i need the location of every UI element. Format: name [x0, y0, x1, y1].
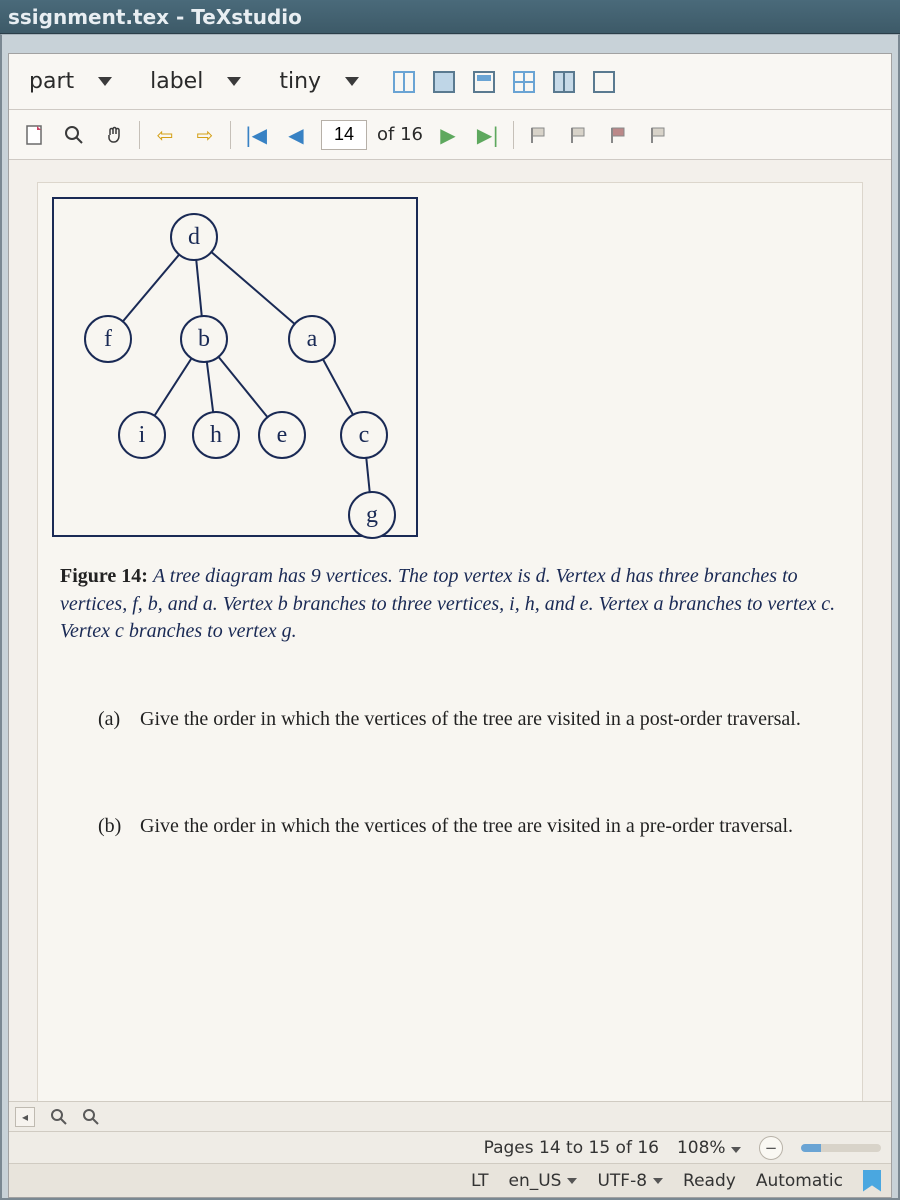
- tree-node-b: b: [180, 315, 228, 363]
- question-a-label: (a): [98, 706, 140, 733]
- figure-label: Figure 14:: [60, 565, 148, 587]
- chevron-down-icon: [98, 77, 112, 86]
- layout-icon-group: [387, 65, 621, 99]
- separator: [139, 121, 140, 149]
- figure-caption: Figure 14: A tree diagram has 9 vertices…: [60, 563, 840, 646]
- last-page-icon[interactable]: ▶|: [473, 120, 503, 150]
- preview-window: part label tiny: [8, 53, 892, 1198]
- tree-figure: d fb a ihecg: [52, 197, 418, 537]
- fontsize-dropdown-label: tiny: [279, 69, 321, 94]
- next-page-icon[interactable]: ▶: [433, 120, 463, 150]
- first-page-icon[interactable]: |◀: [241, 120, 271, 150]
- flag3-icon[interactable]: [604, 120, 634, 150]
- hand-icon[interactable]: [99, 120, 129, 150]
- chevron-down-icon: [227, 77, 241, 86]
- question-list: (a) Give the order in which the vertices…: [60, 706, 840, 840]
- locale-status[interactable]: en_US: [509, 1171, 578, 1191]
- zoom-slider[interactable]: [801, 1144, 881, 1152]
- tree-edges: [54, 199, 420, 539]
- tree-node-f: f: [84, 315, 132, 363]
- section-dropdown-label: part: [29, 69, 74, 94]
- horizontal-scrollbar-row: ◂: [9, 1101, 891, 1131]
- layout-final-icon[interactable]: [587, 65, 621, 99]
- pdf-preview[interactable]: d fb a ihecg Figure 14: A tree diagram has …: [9, 160, 891, 1101]
- layout-double-icon[interactable]: [427, 65, 461, 99]
- layout-page-icon[interactable]: [547, 65, 581, 99]
- tree-node-i: i: [118, 411, 166, 459]
- layout-continuous-icon[interactable]: [467, 65, 501, 99]
- tree-node-a: a: [288, 315, 336, 363]
- flag2-icon[interactable]: [564, 120, 594, 150]
- chevron-down-icon: [345, 77, 359, 86]
- find-next-icon[interactable]: [79, 1105, 103, 1129]
- question-b-text: Give the order in which the vertices of …: [140, 813, 793, 840]
- lt-status[interactable]: LT: [471, 1171, 489, 1191]
- page-number-input[interactable]: [321, 120, 367, 150]
- arrow-left-yellow-icon[interactable]: ⇦: [150, 120, 180, 150]
- question-a: (a) Give the order in which the vertices…: [60, 706, 840, 733]
- layout-single-icon[interactable]: [387, 65, 421, 99]
- chevron-down-icon: [567, 1178, 577, 1184]
- tree-node-d: d: [170, 213, 218, 261]
- bookmark-icon[interactable]: [863, 1170, 881, 1192]
- tree-node-e: e: [258, 411, 306, 459]
- arrow-right-yellow-icon[interactable]: ⇨: [190, 120, 220, 150]
- window-titlebar: ssignment.tex - TeXstudio: [0, 0, 900, 34]
- toolbar-dropdowns: part label tiny: [9, 54, 891, 110]
- question-b: (b) Give the order in which the vertices…: [60, 813, 840, 840]
- section-dropdown[interactable]: part: [19, 63, 122, 100]
- label-dropdown-label: label: [150, 69, 203, 94]
- zoom-out-button[interactable]: −: [759, 1136, 783, 1160]
- flag4-icon[interactable]: [644, 120, 674, 150]
- status-bar-preview: Pages 14 to 15 of 16 108% −: [9, 1131, 891, 1163]
- separator: [230, 121, 231, 149]
- label-dropdown[interactable]: label: [140, 63, 251, 100]
- question-b-label: (b): [98, 813, 140, 840]
- toolbar-navigation: ⇦ ⇨ |◀ ◀ of 16 ▶ ▶|: [9, 110, 891, 160]
- tree-node-h: h: [192, 411, 240, 459]
- prev-page-icon[interactable]: ◀: [281, 120, 311, 150]
- ready-status: Ready: [683, 1171, 736, 1191]
- tree-node-g: g: [348, 491, 396, 539]
- layout-grid-icon[interactable]: [507, 65, 541, 99]
- app-frame: part label tiny: [0, 34, 900, 1200]
- scroll-left-button[interactable]: ◂: [15, 1107, 35, 1127]
- encoding-status[interactable]: UTF-8: [597, 1171, 663, 1191]
- find-icon[interactable]: [47, 1105, 71, 1129]
- flag1-icon[interactable]: [524, 120, 554, 150]
- chevron-down-icon: [653, 1178, 663, 1184]
- automatic-status[interactable]: Automatic: [756, 1171, 843, 1191]
- pages-status: Pages 14 to 15 of 16: [484, 1138, 659, 1158]
- fontsize-dropdown[interactable]: tiny: [269, 63, 369, 100]
- figure-description: A tree diagram has 9 vertices. The top v…: [60, 565, 835, 642]
- search-icon[interactable]: [59, 120, 89, 150]
- tree-node-c: c: [340, 411, 388, 459]
- zoom-status: 108%: [677, 1138, 741, 1158]
- page-total-label: of 16: [377, 124, 423, 145]
- question-a-text: Give the order in which the vertices of …: [140, 706, 801, 733]
- separator: [513, 121, 514, 149]
- chevron-down-icon: [731, 1147, 741, 1153]
- pdf-page: d fb a ihecg Figure 14: A tree diagram has …: [37, 182, 863, 1101]
- status-bar-editor: LT en_US UTF-8 Ready Automatic: [9, 1163, 891, 1197]
- document-icon[interactable]: [19, 120, 49, 150]
